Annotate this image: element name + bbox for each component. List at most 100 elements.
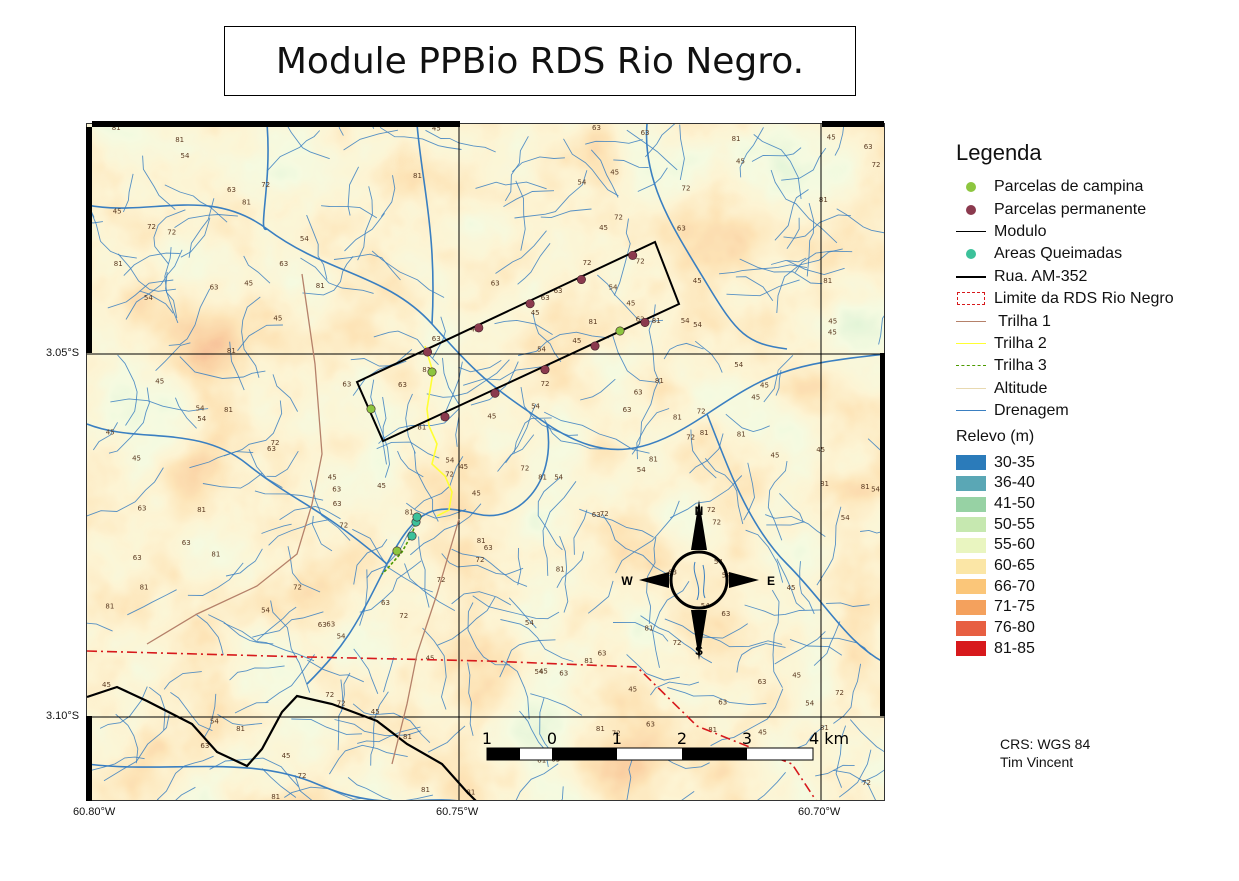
drainage-layer: [87, 124, 884, 800]
contour-label: 81: [105, 603, 114, 611]
stream: [799, 561, 815, 615]
permanent-plot[interactable]: [590, 341, 600, 351]
stream: [359, 560, 422, 613]
relevo-item: 36-40: [956, 473, 1226, 494]
stream: [243, 255, 271, 284]
relevo-label: 81-85: [994, 639, 1035, 657]
contour-label: 81: [140, 583, 149, 591]
legend-item-label: Rua. AM-352: [994, 267, 1088, 285]
stream: [602, 513, 672, 577]
permanent-plot[interactable]: [440, 412, 450, 422]
permanent-plot[interactable]: [628, 250, 638, 260]
stream: [155, 342, 191, 372]
stream: [816, 506, 842, 586]
contour-label: 54: [681, 317, 690, 325]
stream: [849, 719, 884, 753]
contour-label: 45: [426, 654, 435, 662]
stream: [382, 396, 387, 465]
stream: [170, 692, 213, 732]
stream: [353, 648, 379, 694]
stream: [650, 681, 700, 696]
burned-area[interactable]: [412, 512, 422, 522]
stream: [611, 333, 657, 383]
campina-plot[interactable]: [427, 367, 437, 377]
stream: [503, 190, 555, 207]
stream: [640, 615, 713, 664]
compass-n-label: N: [695, 504, 704, 518]
contour-label: 81: [211, 550, 220, 558]
permanent-plot[interactable]: [525, 299, 535, 309]
stream: [652, 580, 690, 668]
scale-label: 0: [547, 729, 557, 748]
campina-plot[interactable]: [392, 546, 402, 556]
stream: [254, 490, 324, 501]
lat-label: 3.05°S: [46, 347, 80, 359]
lat-label: 3.10°S: [46, 710, 80, 722]
contour-label: 54: [734, 361, 743, 369]
campina-plot[interactable]: [615, 326, 625, 336]
stream: [148, 686, 166, 731]
stream: [757, 772, 786, 800]
campina-plot[interactable]: [366, 404, 376, 414]
contour-label: 72: [862, 779, 871, 787]
stream: [530, 693, 583, 716]
contour-label: 72: [682, 184, 691, 192]
stream: [497, 434, 535, 472]
stream: [467, 602, 510, 666]
permanent-plot[interactable]: [474, 323, 484, 333]
burned-area[interactable]: [407, 531, 417, 541]
contour-label: 63: [138, 504, 147, 512]
contour-label: 72: [167, 228, 176, 236]
stream: [710, 688, 784, 747]
contour-label: 63: [592, 511, 601, 519]
stream: [373, 330, 439, 366]
contour-label: 81: [422, 366, 431, 374]
relevo-item: 60-65: [956, 556, 1226, 577]
legend-item-label: Trilha 2: [994, 334, 1047, 352]
permanent-plot[interactable]: [422, 347, 432, 357]
author-label: Tim Vincent: [1000, 754, 1074, 770]
stream: [563, 138, 619, 197]
stream: [725, 413, 770, 432]
stream: [739, 258, 823, 285]
stream: [229, 341, 245, 391]
stream: [794, 725, 825, 750]
stream: [418, 536, 430, 608]
contour-label: 45: [599, 224, 608, 232]
stream: [370, 691, 389, 766]
stream: [321, 205, 378, 219]
contour-label: 45: [792, 671, 801, 679]
compass-rose: N S E W: [621, 500, 775, 660]
stream: [352, 349, 413, 396]
contour-label: 63: [721, 610, 730, 618]
legend-symbol: [956, 269, 986, 285]
contour-label: 63: [677, 224, 686, 232]
legend-item: Limite da RDS Rio Negro: [956, 288, 1226, 310]
stream: [268, 518, 331, 546]
legend-symbol: [956, 246, 986, 262]
stream: [646, 537, 657, 624]
contour-label: 63: [559, 669, 568, 677]
contour-label: 63: [646, 721, 655, 729]
stream: [517, 547, 522, 586]
permanent-plot[interactable]: [576, 275, 586, 285]
stream: [187, 562, 244, 596]
contour-label: 81: [584, 657, 593, 665]
permanent-plot[interactable]: [490, 388, 500, 398]
map-canvas[interactable]: 5463634581545445454545638181814581458172…: [86, 123, 885, 801]
stream: [463, 365, 550, 386]
contour-label: 72: [583, 259, 592, 267]
stream: [110, 398, 209, 412]
stream: [860, 529, 884, 534]
stream: [681, 791, 695, 800]
contour-label: 54: [210, 718, 219, 726]
permanent-plot[interactable]: [640, 317, 650, 327]
stream: [432, 316, 446, 359]
river: [706, 413, 884, 664]
contour-label: 54: [531, 403, 540, 411]
stream: [380, 175, 396, 217]
contour-label: 45: [628, 686, 637, 694]
road-am-352: [87, 685, 477, 800]
stream: [441, 553, 524, 576]
permanent-plot[interactable]: [540, 365, 550, 375]
